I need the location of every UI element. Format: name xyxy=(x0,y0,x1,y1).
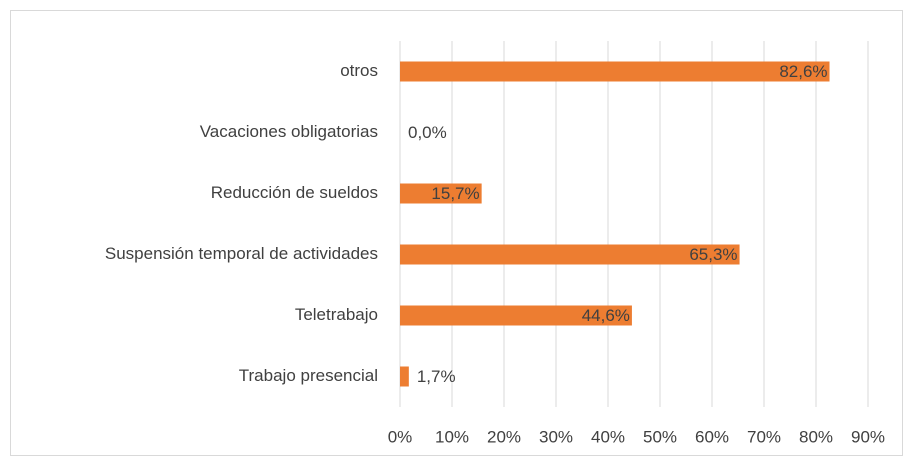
x-tick-label: 20% xyxy=(487,427,521,446)
y-tick-label: Vacaciones obligatorias xyxy=(200,122,378,141)
data-label: 44,6% xyxy=(582,306,630,325)
data-label: 0,0% xyxy=(408,123,447,142)
x-tick-label: 70% xyxy=(747,427,781,446)
data-label: 82,6% xyxy=(779,62,827,81)
x-tick-label: 80% xyxy=(799,427,833,446)
bar xyxy=(400,305,632,326)
x-tick-label: 50% xyxy=(643,427,677,446)
bar xyxy=(400,183,482,204)
data-label: 1,7% xyxy=(417,367,456,386)
x-tick-label: 30% xyxy=(539,427,573,446)
data-label: 15,7% xyxy=(431,184,479,203)
y-tick-label: Teletrabajo xyxy=(295,305,378,324)
x-tick-label: 0% xyxy=(388,427,413,446)
x-tick-label: 90% xyxy=(851,427,885,446)
x-tick-label: 40% xyxy=(591,427,625,446)
y-tick-label: Suspensión temporal de actividades xyxy=(105,244,378,263)
bar xyxy=(400,244,740,265)
bar xyxy=(400,61,830,82)
y-tick-label: Reducción de sueldos xyxy=(211,183,378,202)
chart-frame xyxy=(10,10,903,456)
y-tick-label: Trabajo presencial xyxy=(239,366,378,385)
x-tick-label: 60% xyxy=(695,427,729,446)
x-tick-label: 10% xyxy=(435,427,469,446)
y-tick-label: otros xyxy=(340,61,378,80)
bar xyxy=(400,366,409,387)
data-label: 65,3% xyxy=(689,245,737,264)
